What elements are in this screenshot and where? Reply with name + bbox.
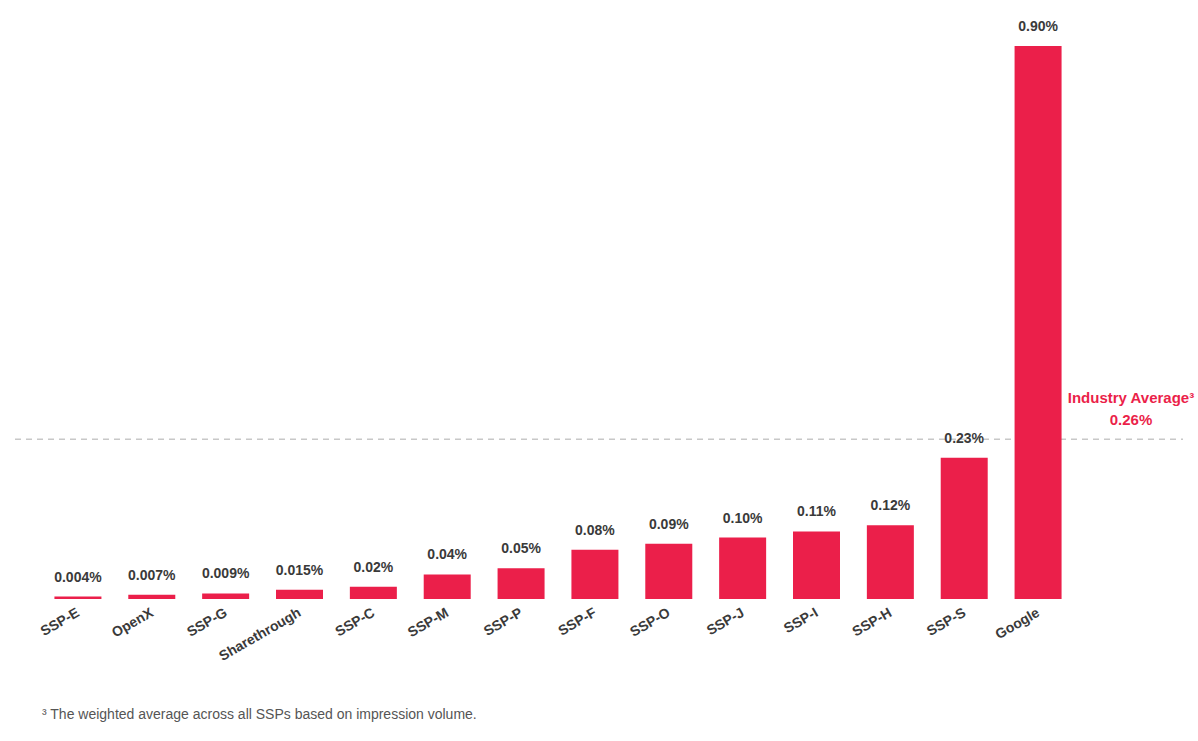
svg-text:0.09%: 0.09% xyxy=(649,516,689,532)
svg-text:SSP-C: SSP-C xyxy=(332,604,377,639)
svg-text:³ The weighted average across: ³ The weighted average across all SSPs b… xyxy=(42,706,477,722)
svg-text:0.05%: 0.05% xyxy=(501,540,541,556)
svg-text:0.007%: 0.007% xyxy=(128,567,176,583)
svg-text:0.004%: 0.004% xyxy=(54,569,102,585)
svg-text:0.009%: 0.009% xyxy=(202,565,250,581)
svg-text:0.26%: 0.26% xyxy=(1110,411,1153,428)
svg-text:0.12%: 0.12% xyxy=(871,497,911,513)
svg-text:0.11%: 0.11% xyxy=(797,503,836,519)
svg-text:SSP-M: SSP-M xyxy=(405,604,451,640)
svg-text:SSP-P: SSP-P xyxy=(481,604,525,639)
svg-text:0.08%: 0.08% xyxy=(575,522,615,538)
svg-text:SSP-G: SSP-G xyxy=(184,604,230,640)
svg-text:Google: Google xyxy=(992,604,1042,642)
svg-text:SSP-E: SSP-E xyxy=(38,604,82,639)
svg-text:0.04%: 0.04% xyxy=(427,546,467,562)
svg-text:SSP-I: SSP-I xyxy=(781,604,821,636)
svg-text:0.02%: 0.02% xyxy=(354,559,394,575)
svg-text:SSP-J: SSP-J xyxy=(704,604,747,638)
svg-text:OpenX: OpenX xyxy=(109,604,157,641)
svg-text:0.10%: 0.10% xyxy=(723,510,763,526)
svg-text:SSP-S: SSP-S xyxy=(924,604,968,639)
svg-text:Industry Average³: Industry Average³ xyxy=(1068,389,1194,406)
svg-text:SSP-O: SSP-O xyxy=(627,604,673,640)
svg-text:0.90%: 0.90% xyxy=(1018,18,1058,34)
svg-text:0.015%: 0.015% xyxy=(276,562,324,578)
svg-text:SSP-H: SSP-H xyxy=(849,604,894,639)
svg-text:SSP-F: SSP-F xyxy=(555,604,599,639)
svg-text:0.23%: 0.23% xyxy=(944,430,984,446)
svg-text:Sharethrough: Sharethrough xyxy=(216,604,303,664)
